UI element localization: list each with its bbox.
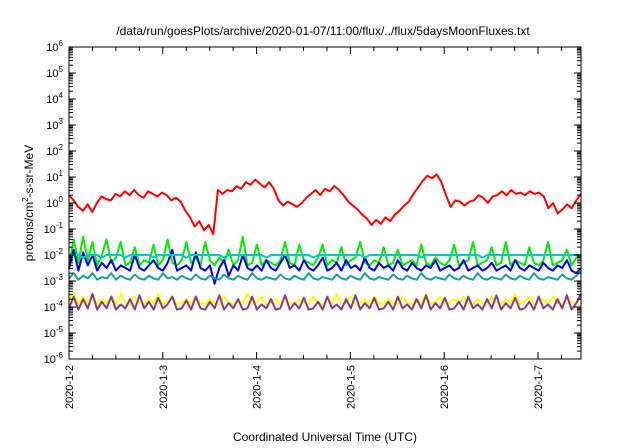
x-tick-label: 2020-1-6 [439,365,451,409]
x-tick-label: 2020-1-3 [158,365,170,409]
y-tick-label: 102 [46,143,63,158]
y-tick-label: 104 [46,91,63,106]
y-tick-label: 106 [46,39,63,54]
series-line-1 [68,173,582,236]
series-line-5 [68,269,582,281]
x-axis-ticks: 2020-1-2 2020-1-3 2020-1-4 2020-1-5 2020-1-6… [64,47,562,409]
y-tick-label: 101 [46,169,63,184]
x-tick-label: 2020-1-7 [533,365,545,409]
x-axis-label: Coordinated Universal Time (UTC) [233,430,417,444]
y-tick-label: 10-2 [44,247,64,262]
series-line-3 [68,248,582,285]
y-tick-label: 10-6 [44,351,64,366]
x-tick-label: 2020-1-2 [64,365,76,409]
series-layer [68,173,582,311]
series-line-4 [69,254,581,259]
y-tick-label: 10-4 [44,299,64,314]
y-tick-label: 10-5 [44,325,64,340]
y-axis-ticks: 106 105 104 103 102 101 100 10-1 10-2 10-3 10-4 10-… [44,39,581,366]
y-tick-label: 103 [46,117,63,132]
y-axis-label-pre: protons/cm [22,202,36,261]
y-axis-label: protons/cm2-s-sr-MeV [21,145,36,261]
x-tick-label: 2020-1-4 [252,365,264,409]
y-tick-label: 105 [46,65,63,80]
y-axis-label-sup: 2 [21,197,30,202]
y-tick-label: 10-1 [44,221,64,236]
y-axis-label-post: -s-sr-MeV [22,145,36,198]
series-line-7 [68,293,582,311]
chart-title: /data/run/goesPlots/archive/2020-01-07/1… [116,24,530,38]
y-tick-label: 10-3 [44,273,64,288]
y-tick-label: 100 [46,195,63,210]
x-tick-label: 2020-1-5 [345,365,357,409]
